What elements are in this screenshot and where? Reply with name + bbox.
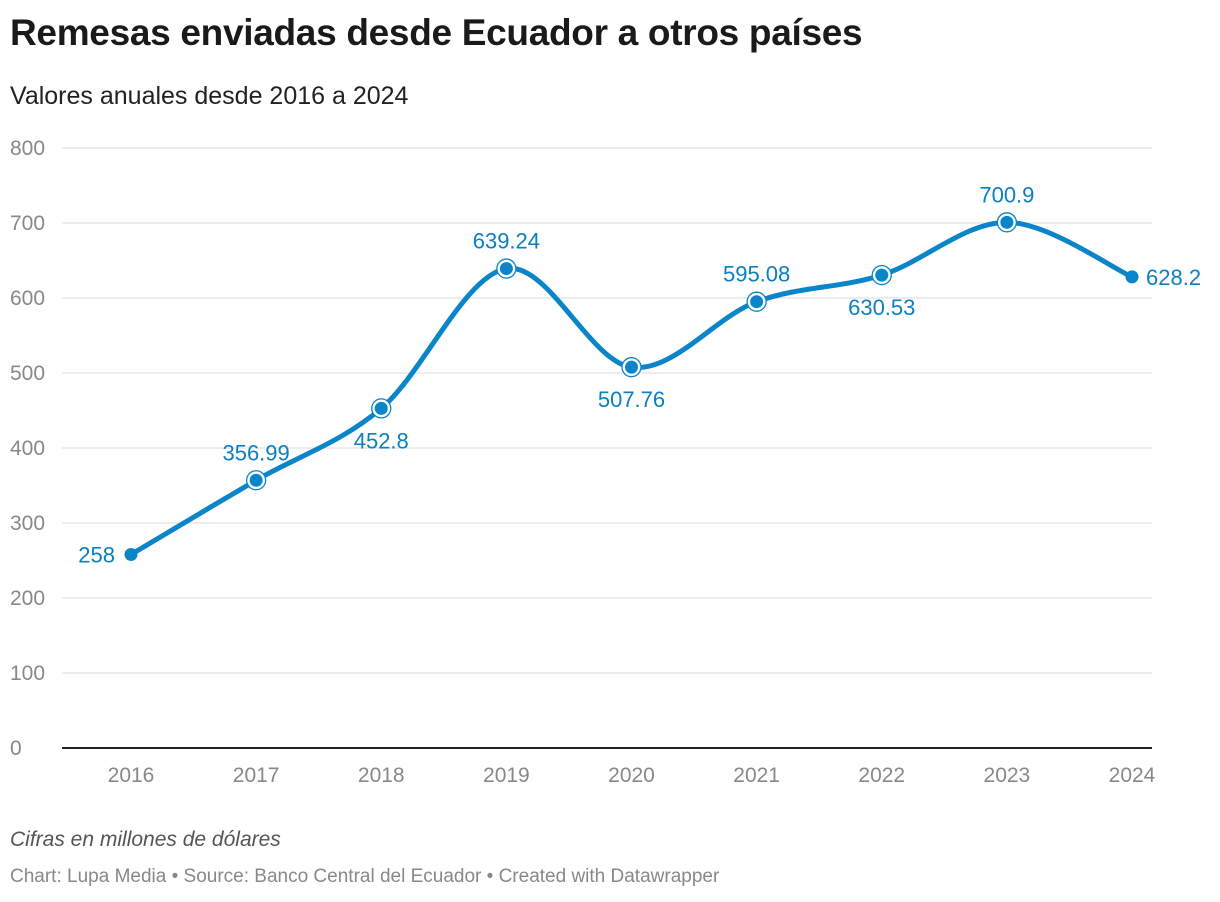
- data-point: [1000, 215, 1014, 229]
- data-label: 356.99: [222, 440, 289, 465]
- data-label: 639.24: [473, 229, 540, 254]
- data-point: [374, 401, 388, 415]
- y-tick-label: 100: [10, 662, 45, 685]
- y-tick-label: 400: [10, 437, 45, 460]
- y-tick-label: 700: [10, 212, 45, 235]
- y-tick-label: 0: [10, 737, 22, 760]
- data-point: [499, 262, 513, 276]
- x-tick-label: 2019: [483, 764, 530, 787]
- x-tick-label: 2018: [358, 764, 405, 787]
- data-point: [625, 360, 638, 374]
- data-label: 700.9: [979, 182, 1034, 207]
- data-label: 628.2: [1146, 265, 1201, 290]
- y-tick-label: 600: [10, 287, 45, 310]
- chart-footer: Chart: Lupa Media • Source: Banco Centra…: [10, 866, 720, 887]
- y-tick-label: 300: [10, 512, 45, 535]
- data-label: 507.76: [598, 387, 665, 412]
- x-tick-label: 2016: [108, 764, 155, 787]
- x-tick-label: 2022: [858, 764, 905, 787]
- y-tick-label: 800: [10, 137, 45, 160]
- data-point: [124, 548, 138, 561]
- chart-title: Remesas enviadas desde Ecuador a otros p…: [10, 12, 863, 53]
- data-label: 630.53: [848, 295, 915, 320]
- chart-subtitle: Valores anuales desde 2016 a 2024: [10, 82, 409, 110]
- x-tick-label: 2017: [233, 764, 280, 787]
- data-label: 452.8: [354, 428, 409, 453]
- series-line: [128, 219, 1135, 557]
- data-point: [1125, 270, 1139, 284]
- data-point: [249, 473, 263, 487]
- data-point: [875, 268, 889, 282]
- x-tick-label: 2024: [1109, 764, 1156, 787]
- chart-note: Cifras en millones de dólares: [10, 828, 281, 851]
- x-tick-label: 2023: [984, 764, 1031, 787]
- data-label: 595.08: [723, 262, 790, 287]
- x-tick-label: 2020: [608, 764, 655, 787]
- data-point: [750, 295, 764, 309]
- y-tick-label: 200: [10, 587, 45, 610]
- y-tick-label: 500: [10, 362, 45, 385]
- data-label: 258: [78, 543, 115, 568]
- x-tick-label: 2021: [733, 764, 780, 787]
